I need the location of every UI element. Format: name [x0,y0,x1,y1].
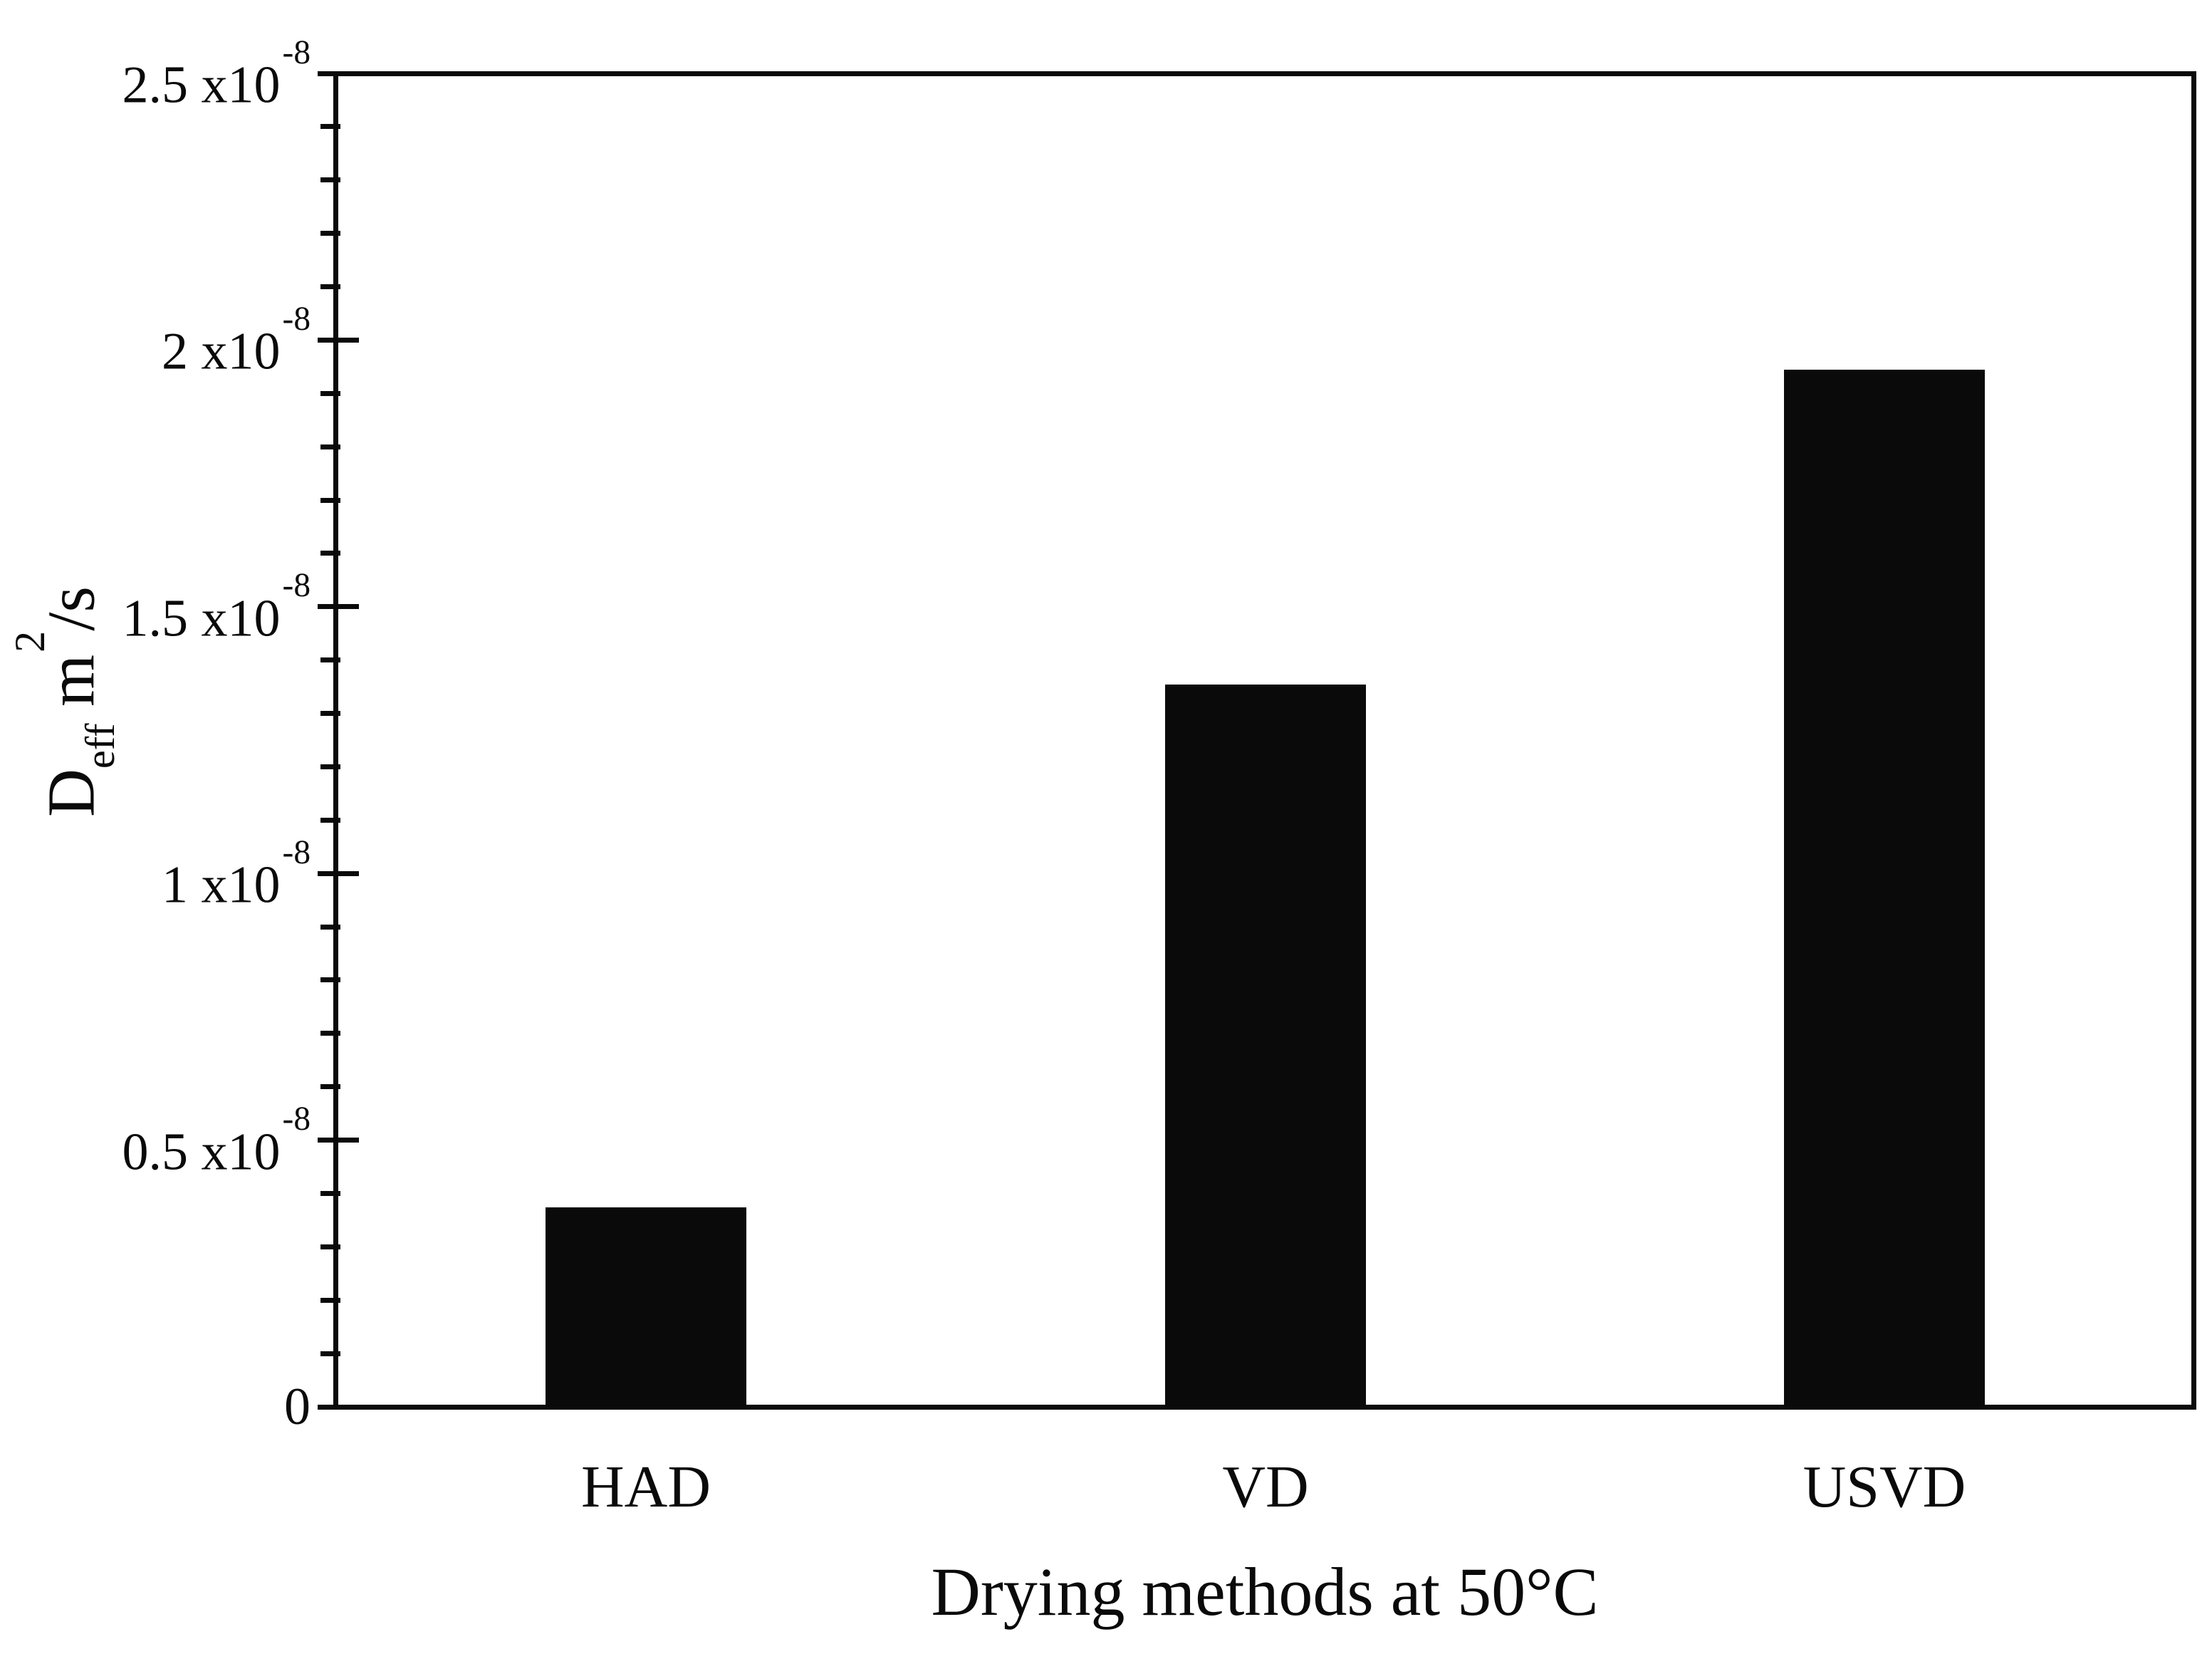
x-axis-title: Drying methods at 50°C [931,1554,1599,1630]
y-major-tick [318,870,359,876]
bar-had [546,1207,746,1405]
y-minor-tick [320,231,340,236]
y-axis-title-subscript: eff [77,723,124,769]
y-tick-label: 2.5 x10-8 [14,34,311,115]
y-major-tick [318,1138,359,1143]
y-minor-tick [320,390,340,396]
y-tick-label-exponent: -8 [282,567,311,605]
y-axis-title-end: /s [34,586,109,631]
y-tick-label-mantissa: 2 x10 [162,323,281,382]
y-tick-label-exponent: -8 [282,1101,311,1138]
y-major-tick [318,604,359,610]
y-minor-tick [320,124,340,130]
y-axis-title-base: D [34,769,109,817]
y-tick-label-exponent: -8 [282,33,311,71]
y-tick-label-exponent: -8 [282,833,311,871]
y-minor-tick [320,284,340,290]
y-minor-tick [320,1084,340,1090]
bar-vd [1165,685,1366,1405]
y-axis-title-unit: m [34,654,109,724]
y-minor-tick [320,1297,340,1303]
y-tick-label-mantissa: 1.5 x10 [122,589,281,648]
y-minor-tick [320,1190,340,1196]
y-major-tick [318,71,359,76]
x-category-label-had: HAD [581,1454,711,1520]
y-minor-tick [320,924,340,930]
y-axis-title: Deff m2/s [4,345,124,1058]
plot-area [333,71,2196,1410]
y-minor-tick [320,711,340,717]
y-major-tick [318,1404,359,1410]
y-tick-label-mantissa: 1 x10 [162,855,281,915]
y-minor-tick [320,764,340,769]
bar-usvd [1784,370,1985,1405]
y-tick-label: 2 x10-8 [14,301,311,381]
y-minor-tick [320,177,340,183]
y-tick-label-mantissa: 0.5 x10 [122,1123,281,1182]
y-tick-label-exponent: -8 [282,301,311,338]
y-tick-label: 0 [14,1375,311,1439]
y-minor-tick [320,551,340,556]
y-minor-tick [320,1351,340,1356]
y-minor-tick [320,977,340,983]
y-axis-title-superscript: 2 [6,630,54,652]
y-tick-label: 1.5 x10-8 [14,567,311,647]
x-category-label-usvd: USVD [1803,1454,1966,1520]
y-minor-tick [320,657,340,663]
y-tick-label: 0.5 x10-8 [14,1101,311,1181]
y-minor-tick [320,444,340,449]
y-tick-label-mantissa: 0 [284,1378,311,1436]
y-minor-tick [320,497,340,503]
y-minor-tick [320,817,340,823]
y-tick-label: 1 x10-8 [14,834,311,915]
y-major-tick [318,337,359,343]
x-category-label-vd: VD [1222,1454,1309,1520]
y-tick-label-mantissa: 2.5 x10 [122,56,281,115]
y-minor-tick [320,1031,340,1036]
y-minor-tick [320,1244,340,1249]
